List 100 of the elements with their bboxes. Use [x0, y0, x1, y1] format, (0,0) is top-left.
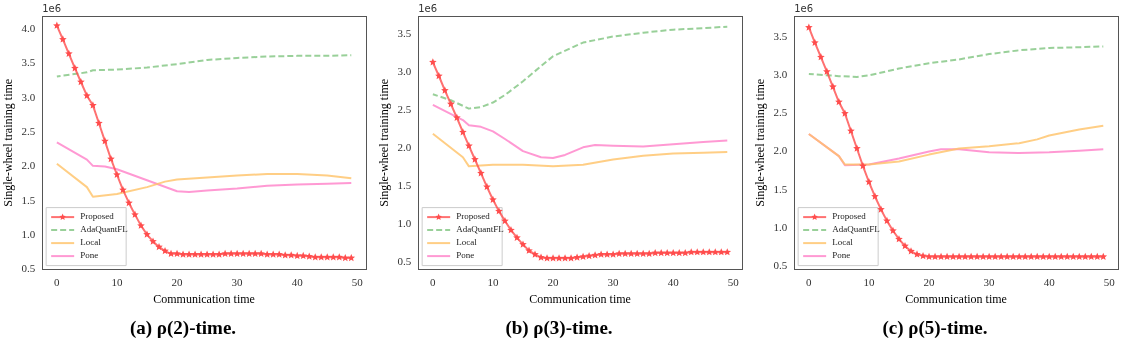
- point: [507, 226, 515, 234]
- point: [317, 253, 326, 261]
- point: [925, 252, 933, 260]
- point: [841, 109, 849, 117]
- point: [1033, 252, 1041, 260]
- point: [549, 254, 557, 262]
- point: [967, 252, 975, 260]
- point: [567, 254, 575, 262]
- point: [471, 155, 479, 163]
- x-tick-label: 0: [430, 276, 437, 289]
- point: [1045, 252, 1054, 260]
- point: [191, 250, 199, 258]
- point: [681, 248, 690, 257]
- point: [341, 253, 350, 262]
- x-axis-title: Communication time: [529, 292, 631, 307]
- x-tick-label: 40: [291, 276, 304, 289]
- point: [865, 178, 873, 186]
- point: [299, 251, 308, 260]
- point: [931, 252, 939, 260]
- x-tick-label: 20: [923, 276, 936, 289]
- y-tick-label: 2.0: [773, 144, 788, 157]
- point: [657, 248, 665, 257]
- point: [877, 205, 885, 213]
- legend-label: Pone: [456, 250, 475, 261]
- point: [1081, 252, 1090, 260]
- point: [501, 217, 509, 225]
- point: [1099, 252, 1108, 260]
- point: [835, 98, 843, 106]
- point: [985, 252, 993, 260]
- point: [233, 249, 241, 258]
- point: [699, 248, 708, 256]
- point: [853, 144, 861, 152]
- point: [453, 113, 461, 121]
- point: [991, 252, 999, 260]
- y-tick-label: 0.5: [397, 254, 412, 267]
- legend-label: AdaQuantFL: [80, 224, 128, 235]
- x-tick-label: 50: [1103, 276, 1116, 289]
- point: [465, 141, 473, 150]
- y-tick-label: 1.0: [21, 228, 36, 241]
- text: 1e6: [42, 2, 62, 14]
- point: [561, 254, 569, 262]
- point: [209, 250, 217, 258]
- point: [979, 252, 987, 260]
- point: [537, 253, 545, 261]
- point: [585, 251, 593, 260]
- x-tick-label: 40: [1043, 276, 1056, 289]
- point: [173, 249, 181, 258]
- point: [591, 251, 599, 259]
- point: [687, 248, 696, 256]
- point: [627, 249, 635, 257]
- point: [847, 127, 855, 135]
- point: [245, 249, 253, 258]
- point: [1039, 252, 1047, 260]
- line-series: [807, 45, 1105, 78]
- point: [329, 253, 338, 261]
- point: [107, 154, 115, 163]
- legend-label: Local: [832, 237, 854, 248]
- y-tick-label: 1.5: [21, 193, 36, 206]
- point: [693, 248, 702, 256]
- point: [101, 137, 109, 145]
- point: [805, 23, 813, 31]
- point: [239, 249, 247, 258]
- y-tick-label: 2.0: [21, 159, 36, 172]
- y-tick-label: 2.5: [773, 106, 788, 119]
- point: [179, 250, 187, 258]
- point: [651, 248, 659, 257]
- point: [185, 250, 193, 258]
- text: 1e6: [794, 2, 814, 14]
- point: [251, 249, 259, 258]
- point: [829, 82, 837, 91]
- point: [579, 252, 587, 260]
- x-tick-label: 30: [983, 276, 996, 289]
- point: [943, 252, 951, 260]
- point: [441, 86, 449, 94]
- point: [555, 254, 563, 262]
- point: [811, 38, 819, 46]
- point: [817, 53, 825, 61]
- point: [65, 49, 73, 58]
- point: [615, 249, 623, 257]
- point: [59, 35, 67, 43]
- legend-label: Local: [456, 237, 478, 248]
- point: [447, 100, 455, 108]
- point: [1009, 252, 1017, 260]
- point: [895, 235, 903, 243]
- legend-label: AdaQuantFL: [832, 224, 880, 235]
- point: [883, 216, 891, 225]
- x-tick-label: 20: [171, 276, 184, 289]
- point: [1015, 252, 1023, 260]
- point: [633, 249, 641, 257]
- point: [263, 250, 271, 258]
- point: [435, 71, 443, 80]
- point: [823, 67, 831, 75]
- point: [131, 210, 139, 218]
- y-tick-label: 3.0: [397, 65, 412, 78]
- point: [609, 250, 617, 258]
- point: [723, 248, 732, 256]
- point: [669, 248, 678, 257]
- y-tick-label: 1.0: [773, 220, 788, 233]
- point: [973, 252, 981, 260]
- y-tick-label: 3.5: [397, 27, 412, 40]
